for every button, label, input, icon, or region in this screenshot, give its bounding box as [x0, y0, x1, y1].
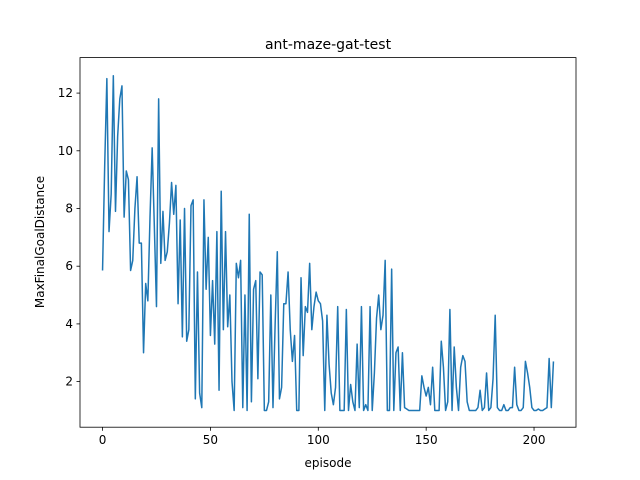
x-tick-label: 150 [415, 433, 438, 447]
y-tick-label: 4 [65, 317, 73, 331]
x-tick-label: 100 [307, 433, 330, 447]
plot-frame [79, 57, 577, 428]
y-axis-label: MaxFinalGoalDistance [33, 176, 47, 308]
x-tick-label: 200 [523, 433, 546, 447]
y-tick-label: 2 [65, 375, 73, 389]
y-tick-label: 6 [65, 259, 73, 273]
y-tick-label: 12 [58, 86, 73, 100]
x-axis-label: episode [305, 456, 352, 470]
y-tick-label: 10 [58, 144, 73, 158]
x-tick-label: 0 [99, 433, 107, 447]
y-tick-label: 8 [65, 201, 73, 215]
chart-title: ant-maze-gat-test [265, 37, 392, 53]
data-line [101, 75, 555, 412]
x-tick-label: 50 [203, 433, 218, 447]
